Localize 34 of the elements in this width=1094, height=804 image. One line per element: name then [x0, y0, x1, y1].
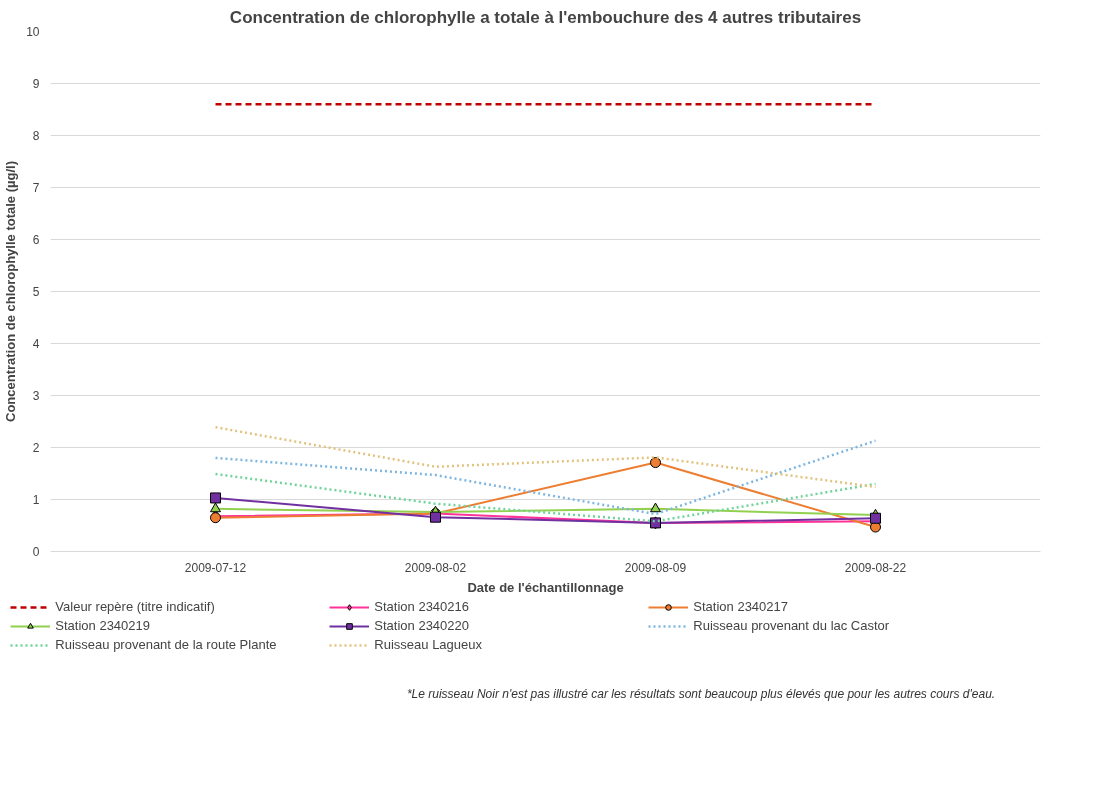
point — [210, 502, 221, 513]
chart-title: Concentration de chlorophylle a totale à l'embouchure des 4 autres tributaires — [229, 7, 862, 27]
x-tick-label: 2009-08-22 — [844, 560, 907, 575]
legend-label: Station 2340216 — [374, 599, 471, 614]
y-tick-label: 0 — [32, 545, 40, 559]
x-tick-label: 2009-07-12 — [184, 560, 247, 575]
y-axis-title: Concentration de chlorophylle totale (µg/l) — [3, 160, 19, 422]
line-series — [214, 425, 877, 489]
y-tick-label: 9 — [32, 77, 40, 91]
y-tick-label: 1 — [32, 493, 40, 507]
point — [650, 457, 661, 469]
line-series — [214, 439, 877, 516]
legend-label: Ruisseau provenant de la route Plante — [55, 637, 278, 652]
y-tick-label: 7 — [32, 181, 40, 195]
legend-label: Station 2340220 — [374, 618, 471, 633]
y-tick-label: 4 — [32, 337, 40, 351]
legend-label: Ruisseau Lagueux — [374, 637, 484, 652]
y-tick-label: 5 — [32, 285, 40, 299]
y-tick-label: 3 — [32, 389, 40, 403]
legend-label: Ruisseau provenant du lac Castor — [693, 618, 891, 633]
y-tick-label: 8 — [32, 129, 40, 143]
y-tick-label: 6 — [32, 233, 40, 247]
legend-label: Valeur repère (titre indicatif) — [55, 599, 216, 614]
y-tick-label: 10 — [26, 25, 40, 39]
point — [210, 492, 221, 504]
y-tick-label: 2 — [32, 441, 40, 455]
x-axis-title: Date de l'échantillonnage — [467, 579, 624, 595]
point — [870, 512, 881, 524]
x-tick-label: 2009-08-09 — [624, 560, 687, 575]
legend-label: Station 2340219 — [55, 618, 152, 633]
legend-label: Station 2340217 — [693, 599, 790, 614]
point — [650, 502, 661, 513]
text: *Le ruisseau Noir n'est pas illustré car les résultats sont beaucoup plus élevés que pour les autres cours d'eau. — [406, 686, 996, 701]
x-tick-label: 2009-08-02 — [404, 560, 467, 575]
